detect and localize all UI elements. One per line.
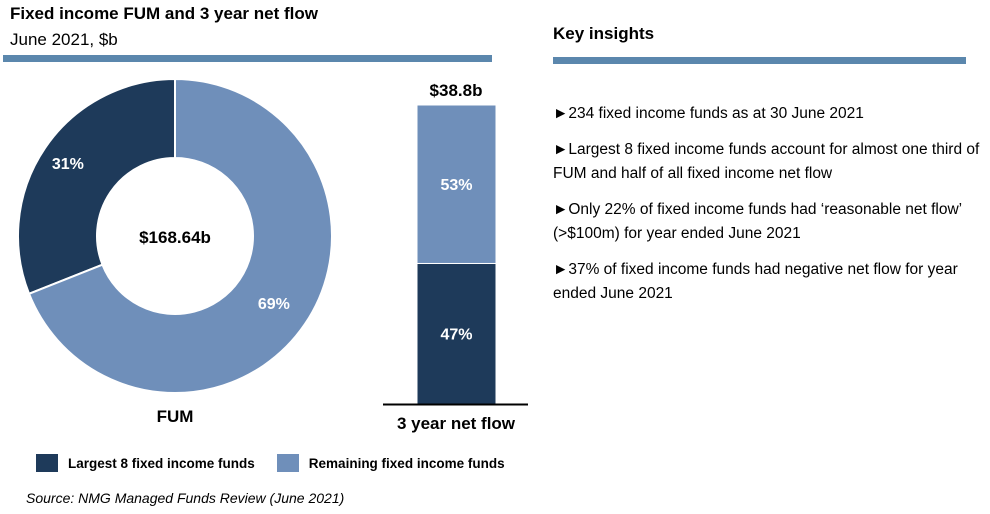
legend: Largest 8 fixed income funds Remaining f…: [36, 454, 505, 472]
bar-segment-label: 53%: [440, 177, 472, 194]
bullet-icon: ►: [553, 141, 569, 158]
insight-item: ►Largest 8 fixed income funds account fo…: [553, 138, 988, 186]
chart-area: 31% 69% $168.64b FUM 47% 53% $38.8b 3 year…: [17, 77, 528, 433]
insights-rule: [553, 57, 966, 64]
bar-total-label: $38.8b: [430, 81, 483, 100]
legend-swatch-remaining: [276, 454, 299, 472]
title-rule: [3, 55, 492, 62]
donut-slice: [17, 77, 176, 296]
donut-slice: [27, 77, 333, 394]
donut-title: FUM: [157, 407, 194, 426]
source-note: Source: NMG Managed Funds Review (June 2…: [26, 490, 345, 506]
donut-slice-label: 69%: [258, 296, 290, 313]
fum-donut: 31% 69%: [17, 77, 333, 394]
legend-label-largest: Largest 8 fixed income funds: [68, 455, 255, 471]
legend-label-remaining: Remaining fixed income funds: [308, 455, 505, 471]
insight-item: ►Only 22% of fixed income funds had ‘rea…: [553, 198, 988, 246]
bar-segment: [416, 262, 497, 405]
insights-title: Key insights: [553, 24, 655, 43]
net-flow-bar: 47% 53%: [416, 104, 497, 405]
bar-segment: [416, 104, 497, 264]
insight-item: ►234 fixed income funds as at 30 June 20…: [553, 102, 988, 126]
insights-list: ►234 fixed income funds as at 30 June 20…: [553, 102, 988, 318]
bullet-icon: ►: [553, 105, 569, 122]
chart-title: Fixed income FUM and 3 year net flow: [10, 4, 318, 23]
bar-segment-label: 47%: [440, 327, 472, 344]
insight-text: 37% of fixed income funds had negative n…: [553, 261, 958, 302]
bar-category-label: 3 year net flow: [397, 414, 516, 433]
chart-subtitle: June 2021, $b: [10, 30, 118, 49]
legend-swatch-largest: [36, 454, 58, 472]
insight-text: Largest 8 fixed income funds account for…: [553, 141, 980, 182]
bullet-icon: ►: [553, 201, 569, 218]
insight-text: Only 22% of fixed income funds had ‘reas…: [553, 201, 962, 242]
donut-slice-label: 31%: [52, 156, 84, 173]
insight-text: 234 fixed income funds as at 30 June 202…: [568, 105, 864, 122]
insight-item: ►37% of fixed income funds had negative …: [553, 258, 988, 306]
bullet-icon: ►: [553, 261, 569, 278]
donut-center-label: $168.64b: [139, 228, 211, 247]
